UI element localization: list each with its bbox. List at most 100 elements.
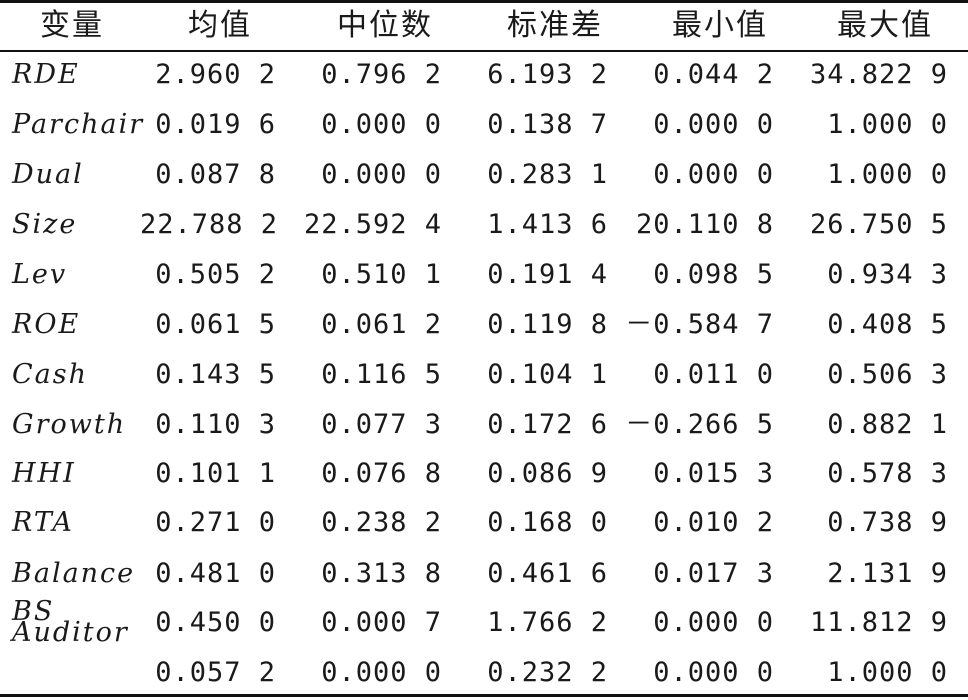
median-value: 0.116 5: [321, 359, 442, 390]
median-value: 0.076 8: [321, 458, 442, 489]
table-row: Balance 0.481 0 0.313 8 0.461 6 0.017 3 2.131…: [0, 549, 968, 599]
mean-value: 0.271 0: [155, 507, 276, 538]
variable-name: Auditor: [12, 617, 129, 648]
table-row: Auditor 0.057 2 0.000 0 0.232 2 0.000 0 1.000…: [0, 617, 968, 698]
header-median: 中位数: [337, 8, 433, 43]
max-value: 2.131 9: [827, 558, 948, 589]
variable-name: Growth: [12, 409, 127, 440]
std-value: 0.283 1: [487, 159, 608, 190]
min-value: 0.000 0: [653, 657, 774, 688]
table-row: Parchair 0.019 6 0.000 0 0.138 7 0.000 0 1.00…: [0, 100, 968, 150]
variable-name: HHI: [12, 458, 76, 489]
std-value: 0.172 6: [487, 409, 608, 440]
median-value: 0.077 3: [321, 409, 442, 440]
std-value: 0.232 2: [487, 657, 608, 688]
std-value: 6.193 2: [487, 59, 608, 90]
max-value: 1.000 0: [827, 159, 948, 190]
mean-value: 0.481 0: [155, 558, 276, 589]
min-value: 0.017 3: [653, 558, 774, 589]
variable-name: Balance: [12, 558, 136, 589]
header-std: 标准差: [507, 8, 603, 43]
table-header-rule: [0, 50, 968, 52]
mean-value: 0.505 2: [155, 259, 276, 290]
std-value: 0.191 4: [487, 259, 608, 290]
header-max: 最大值: [837, 8, 933, 43]
max-value: 0.738 9: [827, 507, 948, 538]
table-row: Size 22.788 2 22.592 4 1.413 6 20.110 8 26.75…: [0, 200, 968, 250]
median-value: 0.000 0: [321, 657, 442, 688]
median-value: 0.000 7: [321, 607, 442, 638]
table-row: Growth 0.110 3 0.077 3 0.172 6 －0.266 5 0.882…: [0, 400, 968, 450]
variable-name: Lev: [12, 259, 68, 290]
std-value: 0.168 0: [487, 507, 608, 538]
min-value: －0.266 5: [625, 409, 774, 440]
median-value: 22.592 4: [303, 209, 442, 240]
table-row: RTA 0.271 0 0.238 2 0.168 0 0.010 2 0.738 9: [0, 498, 968, 548]
mean-value: 22.788 2: [140, 209, 279, 240]
variable-name: Size: [12, 209, 78, 240]
variable-name: ROE: [12, 309, 81, 340]
mean-value: 2.960 2: [155, 59, 276, 90]
table-row: Cash 0.143 5 0.116 5 0.104 1 0.011 0 0.506 3: [0, 350, 968, 400]
max-value: 0.934 3: [827, 259, 948, 290]
min-value: 0.010 2: [653, 507, 774, 538]
mean-value: 0.057 2: [155, 657, 276, 688]
min-value: 0.000 0: [653, 159, 774, 190]
table-row: BS 0.450 0 0.000 7 1.766 2 0.000 0 11.812 9: [0, 596, 968, 648]
median-value: 0.000 0: [321, 159, 442, 190]
max-value: 1.000 0: [827, 109, 948, 140]
max-value: 26.750 5: [809, 209, 948, 240]
min-value: 0.044 2: [653, 59, 774, 90]
max-value: 0.408 5: [827, 309, 948, 340]
max-value: 1.000 0: [827, 657, 948, 688]
table-row: HHI 0.101 1 0.076 8 0.086 9 0.015 3 0.578 3: [0, 449, 968, 499]
table-top-rule: [0, 0, 968, 3]
table-row: ROE 0.061 5 0.061 2 0.119 8 －0.584 7 0.408 5: [0, 300, 968, 350]
mean-value: 0.101 1: [155, 458, 276, 489]
mean-value: 0.143 5: [155, 359, 276, 390]
max-value: 0.506 3: [827, 359, 948, 390]
max-value: 11.812 9: [809, 607, 948, 638]
std-value: 0.104 1: [487, 359, 608, 390]
header-min: 最小值: [672, 8, 768, 43]
table-row: Dual 0.087 8 0.000 0 0.283 1 0.000 0 1.000 0: [0, 150, 968, 200]
min-value: 0.011 0: [653, 359, 774, 390]
min-value: 20.110 8: [635, 209, 774, 240]
std-value: 0.119 8: [487, 309, 608, 340]
variable-name: BS: [12, 596, 55, 627]
variable-name: Dual: [12, 159, 84, 190]
variable-name: Parchair: [12, 109, 145, 140]
mean-value: 0.450 0: [155, 607, 276, 638]
median-value: 0.061 2: [321, 309, 442, 340]
mean-value: 0.019 6: [155, 109, 276, 140]
max-value: 34.822 9: [809, 59, 948, 90]
max-value: 0.578 3: [827, 458, 948, 489]
table-bottom-rule: [0, 694, 968, 697]
min-value: 0.000 0: [653, 109, 774, 140]
mean-value: 0.087 8: [155, 159, 276, 190]
table-row: RDE 2.960 2 0.796 2 6.193 2 0.044 2 34.822 9: [0, 50, 968, 100]
std-value: 0.461 6: [487, 558, 608, 589]
mean-value: 0.110 3: [155, 409, 276, 440]
variable-name: RDE: [12, 59, 80, 90]
min-value: 0.000 0: [653, 607, 774, 638]
max-value: 0.882 1: [827, 409, 948, 440]
variable-name: Cash: [12, 359, 89, 390]
median-value: 0.510 1: [321, 259, 442, 290]
min-value: －0.584 7: [625, 309, 774, 340]
variable-name: RTA: [12, 507, 74, 538]
std-value: 1.766 2: [487, 607, 608, 638]
mean-value: 0.061 5: [155, 309, 276, 340]
min-value: 0.015 3: [653, 458, 774, 489]
table-row: Lev 0.505 2 0.510 1 0.191 4 0.098 5 0.934 3: [0, 250, 968, 300]
std-value: 0.138 7: [487, 109, 608, 140]
min-value: 0.098 5: [653, 259, 774, 290]
median-value: 0.313 8: [321, 558, 442, 589]
std-value: 0.086 9: [487, 458, 608, 489]
median-value: 0.796 2: [321, 59, 442, 90]
median-value: 0.000 0: [321, 109, 442, 140]
header-mean: 均值: [188, 8, 252, 43]
std-value: 1.413 6: [487, 209, 608, 240]
header-variable: 变量: [40, 8, 104, 43]
median-value: 0.238 2: [321, 507, 442, 538]
